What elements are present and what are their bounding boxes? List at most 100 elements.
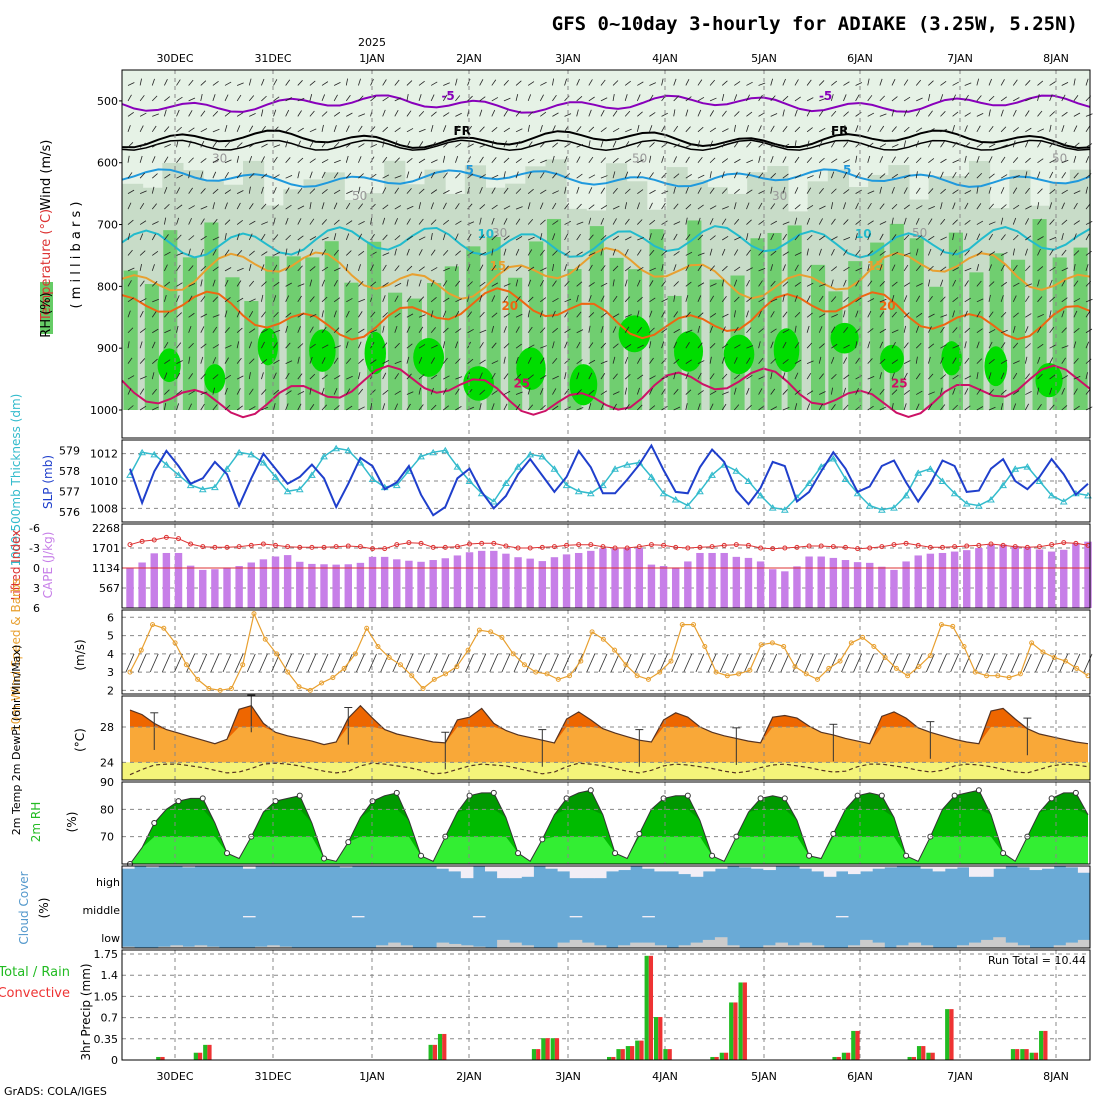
- wind-barb: [1073, 263, 1076, 271]
- cape-bar: [1072, 543, 1080, 608]
- wind-barb: [406, 295, 412, 303]
- thickness-marker: [926, 465, 935, 472]
- wind-barb: [734, 236, 741, 241]
- wind-barb: [1012, 109, 1017, 117]
- wind-tick-label: 3: [107, 666, 114, 679]
- wind-barb: [1000, 234, 1006, 241]
- wind-barb: [430, 357, 436, 364]
- wind-barb: [467, 143, 474, 148]
- rh-contour-label: 50: [912, 226, 927, 240]
- li-marker: [661, 542, 667, 548]
- wind-barb: [600, 342, 607, 349]
- cloud-low-bar: [593, 945, 607, 948]
- wind-barb: [382, 403, 386, 411]
- wind-barb: [491, 342, 497, 349]
- wind-barb: [794, 156, 800, 163]
- wind-speed-marker: [251, 611, 257, 617]
- wind-barb: [345, 233, 350, 241]
- wind-barb-10m: [634, 653, 644, 673]
- precip-total-bar: [841, 1052, 847, 1060]
- li-marker: [697, 544, 703, 550]
- wind-barb: [406, 356, 410, 364]
- upper-temp-label: Temperature (°C): [39, 209, 54, 322]
- wind-barb: [867, 202, 872, 210]
- wind-barb: [212, 296, 219, 303]
- wind-speed-marker: [319, 680, 325, 686]
- wind-barb: [1073, 375, 1081, 380]
- wind-barb: [152, 251, 159, 256]
- wind-barb: [733, 279, 738, 287]
- wind-barb: [455, 341, 459, 349]
- wind-barb: [297, 356, 300, 364]
- cape-bar: [223, 567, 231, 608]
- wind-barb: [758, 94, 763, 102]
- rh-bright-cell: [773, 328, 800, 373]
- wind-barb: [503, 205, 511, 210]
- wind-barb: [479, 204, 486, 210]
- wind-barb: [200, 171, 204, 179]
- wind-barb: [867, 388, 872, 395]
- wind-barb: [624, 344, 632, 349]
- wind-barb: [952, 327, 958, 333]
- wind-barb: [273, 295, 277, 302]
- cloud-low-bar: [460, 945, 474, 948]
- li-marker: [855, 546, 861, 552]
- wind-barb: [212, 171, 217, 179]
- wind-barb: [1049, 249, 1054, 256]
- wind-barb: [794, 140, 797, 148]
- wind-barb: [928, 128, 935, 133]
- thickness-marker: [999, 481, 1007, 489]
- rh2m-marker: [1000, 850, 1007, 857]
- cape-bar: [199, 569, 207, 608]
- wind-barb: [127, 341, 130, 349]
- wind-barb: [976, 250, 983, 256]
- wind-barb: [831, 128, 838, 133]
- wind-barb: [758, 357, 764, 364]
- wind-speed-marker: [420, 686, 426, 692]
- wind-barb-10m: [368, 653, 377, 673]
- wind-speed-marker: [195, 676, 201, 682]
- wind-barb: [285, 295, 290, 302]
- wind-barb: [309, 171, 313, 179]
- wind-barb: [1000, 96, 1008, 102]
- wind-barb: [637, 404, 643, 411]
- wind-barb: [770, 358, 777, 364]
- wind-speed-marker: [623, 662, 629, 668]
- wind-barb: [345, 388, 351, 395]
- wind-barb: [248, 233, 253, 241]
- wind-barb: [358, 221, 365, 225]
- wind-barb: [236, 142, 243, 148]
- rh-bright-cell: [830, 322, 859, 354]
- precip-total-bar: [729, 1002, 734, 1060]
- cape-bar: [417, 561, 425, 608]
- wind-barb: [867, 220, 874, 225]
- wind-barb: [139, 298, 147, 303]
- precip-conv-bar: [1015, 1049, 1020, 1060]
- wind-barb-10m: [453, 653, 462, 673]
- cloud-high-bar: [606, 866, 619, 872]
- wind-barb: [527, 404, 534, 411]
- wind-barb: [649, 280, 654, 287]
- wind-barb: [151, 358, 158, 364]
- wind-barb: [248, 95, 255, 102]
- wind-barb: [370, 281, 377, 287]
- wind-barb: [394, 140, 398, 148]
- wind-barb: [588, 234, 594, 241]
- wind-barb: [1000, 389, 1007, 395]
- wind-barb: [600, 175, 608, 179]
- thickness-marker: [574, 487, 583, 495]
- wind-barb: [818, 110, 824, 117]
- wind-barb: [1085, 186, 1088, 194]
- precip-label: 3hr Precip (mm): [79, 963, 93, 1060]
- wind-barb: [249, 406, 256, 411]
- panel-frame: [121, 949, 1091, 1061]
- precip-conv-bar: [536, 1049, 541, 1060]
- wind-barb: [443, 267, 450, 272]
- wind-speed-marker: [803, 671, 809, 677]
- thickness-marker: [756, 491, 765, 499]
- wind-barb: [697, 204, 704, 210]
- wind-barb: [649, 249, 655, 256]
- cloud-low-bar: [472, 946, 486, 948]
- wind-barb: [224, 141, 230, 148]
- wind-barb: [321, 111, 328, 117]
